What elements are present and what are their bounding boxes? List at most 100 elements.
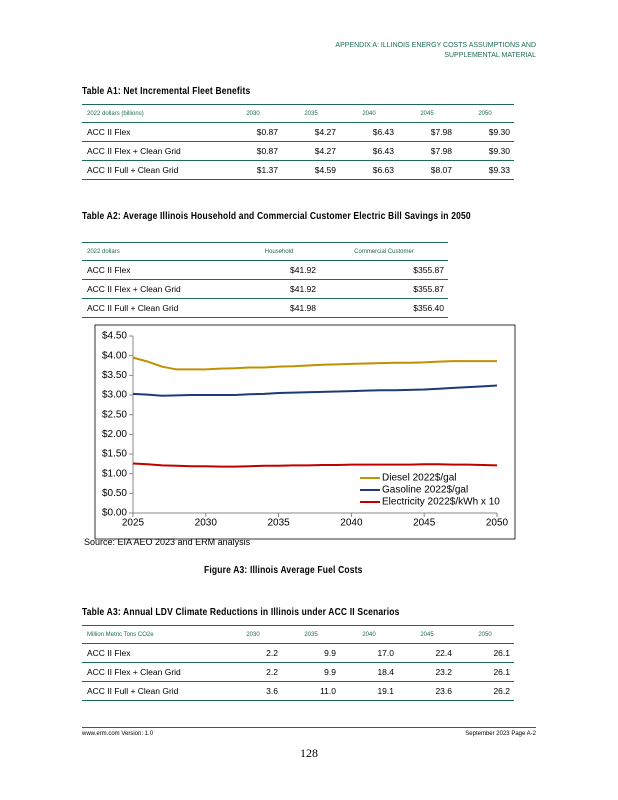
row: ACC II Flex $0.87 $4.27 $6.43 $7.98 $9.30 [82, 122, 514, 142]
column-header: 2045 [398, 104, 456, 123]
cell: $41.92 [238, 279, 320, 299]
cell: 23.6 [398, 681, 456, 701]
column-header: Million Metric Tons CO2e [82, 625, 224, 644]
column-header: 2045 [398, 625, 456, 644]
cell: $355.87 [320, 279, 448, 299]
cell: 17.0 [340, 643, 398, 663]
cell: 26.1 [456, 643, 514, 663]
cell: ACC II Full + Clean Grid [82, 681, 224, 701]
figure-caption: Figure A3: Illinois Average Fuel Costs [204, 565, 363, 576]
column-header: 2050 [456, 104, 514, 123]
cell: $4.27 [282, 122, 340, 142]
chart-frame [94, 324, 516, 540]
row: ACC II Full + Clean Grid $41.98 $356.40 [82, 298, 448, 318]
y-tick-label: $3.50 [102, 370, 127, 381]
y-tick-label: $2.00 [102, 429, 127, 440]
cell: ACC II Flex + Clean Grid [82, 279, 238, 299]
cell: 22.4 [398, 643, 456, 663]
cell: 11.0 [282, 681, 340, 701]
legend-label: Diesel 2022$/gal [382, 473, 457, 484]
column-header: 2040 [340, 104, 398, 123]
table-title: Table A3: Annual LDV Climate Reductions … [82, 607, 400, 618]
x-tick-label: 2045 [413, 518, 436, 529]
table-title: Table A1: Net Incremental Fleet Benefits [82, 86, 251, 97]
y-tick-label: $4.00 [102, 350, 127, 361]
y-tick-label: $0.00 [102, 508, 127, 519]
column-header: 2035 [282, 104, 340, 123]
chart: $0.00 $0.50 $1.00 $1.50 $2.00 $2.50 $3.00 $3.50… [94, 324, 516, 540]
cell: 19.1 [340, 681, 398, 701]
x-tick-label: 2035 [267, 518, 290, 529]
cell: $0.87 [224, 122, 282, 142]
header-row: Million Metric Tons CO2e 2030 2035 2040 2045… [82, 625, 514, 644]
y-tick-label: $1.00 [102, 468, 127, 479]
x-tick-label: 2025 [122, 518, 145, 529]
cell: 9.9 [282, 662, 340, 682]
y-tick-label: $3.00 [102, 390, 127, 401]
page-number: 128 [300, 746, 318, 760]
cell: 23.2 [398, 662, 456, 682]
y-tick-label: $4.50 [102, 331, 127, 342]
row: ACC II Flex + Clean Grid 2.2 9.9 18.4 23.2 26… [82, 662, 514, 682]
row: ACC II Flex 2.2 9.9 17.0 22.4 26.1 [82, 643, 514, 663]
line [132, 462, 498, 468]
cell: 26.1 [456, 662, 514, 682]
header-row: 2022 dollars (billions) 2030 2035 2040 2045 2… [82, 104, 514, 123]
cell: $7.98 [398, 141, 456, 161]
footer-left: www.erm.com Version: 1.0 [82, 731, 154, 737]
table: Million Metric Tons CO2e 2030 2035 2040 2045… [82, 625, 514, 701]
cell: ACC II Flex + Clean Grid [82, 141, 224, 161]
cell: ACC II Flex [82, 122, 224, 142]
column-header: 2030 [224, 104, 282, 123]
cell: $4.27 [282, 141, 340, 161]
row: ACC II Flex + Clean Grid $41.92 $355.87 [82, 279, 448, 299]
footer-rule [82, 727, 536, 728]
cell: $9.33 [456, 160, 514, 180]
row: ACC II Flex + Clean Grid $0.87 $4.27 $6.43 $… [82, 141, 514, 161]
column-header: 2050 [456, 625, 514, 644]
cell: ACC II Flex + Clean Grid [82, 662, 224, 682]
x-tick-label: 2030 [195, 518, 218, 529]
cell: 26.2 [456, 681, 514, 701]
column-header: 2040 [340, 625, 398, 644]
source: Source: EIA AEO 2023 and ERM analysis [84, 537, 251, 547]
column-header: Commercial Customer [320, 242, 448, 261]
column-header: 2030 [224, 625, 282, 644]
cell: $6.63 [340, 160, 398, 180]
row: ACC II Flex $41.92 $355.87 [82, 260, 448, 280]
cell: $9.30 [456, 122, 514, 142]
line [132, 356, 497, 371]
cell: $9.30 [456, 141, 514, 161]
cell: $7.98 [398, 122, 456, 142]
cell: ACC II Full + Clean Grid [82, 160, 224, 180]
cell: ACC II Flex [82, 260, 238, 280]
header-right: APPENDIX A: ILLINOIS ENERGY COSTS ASSUMP… [335, 42, 536, 59]
cell: ACC II Full + Clean Grid [82, 298, 238, 318]
cell: $6.43 [340, 141, 398, 161]
cell: 18.4 [340, 662, 398, 682]
legend-label: Electricity 2022$/kWh x 10 [382, 497, 500, 508]
cell: 9.9 [282, 643, 340, 663]
column-header: 2022 dollars (billions) [82, 104, 224, 123]
y-tick-label: $2.50 [102, 409, 127, 420]
line [132, 384, 498, 397]
footer-right: September 2023 Page A-2 [465, 731, 536, 737]
row: ACC II Full + Clean Grid $1.37 $4.59 $6.63 $… [82, 160, 514, 180]
cell: $1.37 [224, 160, 282, 180]
x-tick-label: 2050 [486, 518, 509, 529]
cell: 3.6 [224, 681, 282, 701]
cell: 2.2 [224, 643, 282, 663]
cell: $8.07 [398, 160, 456, 180]
cell: $0.87 [224, 141, 282, 161]
cell: 2.2 [224, 662, 282, 682]
cell: ACC II Flex [82, 643, 224, 663]
x-tick-label: 2040 [340, 518, 363, 529]
y-tick-label: $0.50 [102, 488, 127, 499]
cell: $41.98 [238, 298, 320, 318]
legend-label: Gasoline 2022$/gal [382, 485, 468, 496]
cell: $6.43 [340, 122, 398, 142]
table: 2022 dollars Household Commercial Customer… [82, 242, 448, 318]
header-row: 2022 dollars Household Commercial Customer [82, 242, 448, 261]
column-header: 2035 [282, 625, 340, 644]
